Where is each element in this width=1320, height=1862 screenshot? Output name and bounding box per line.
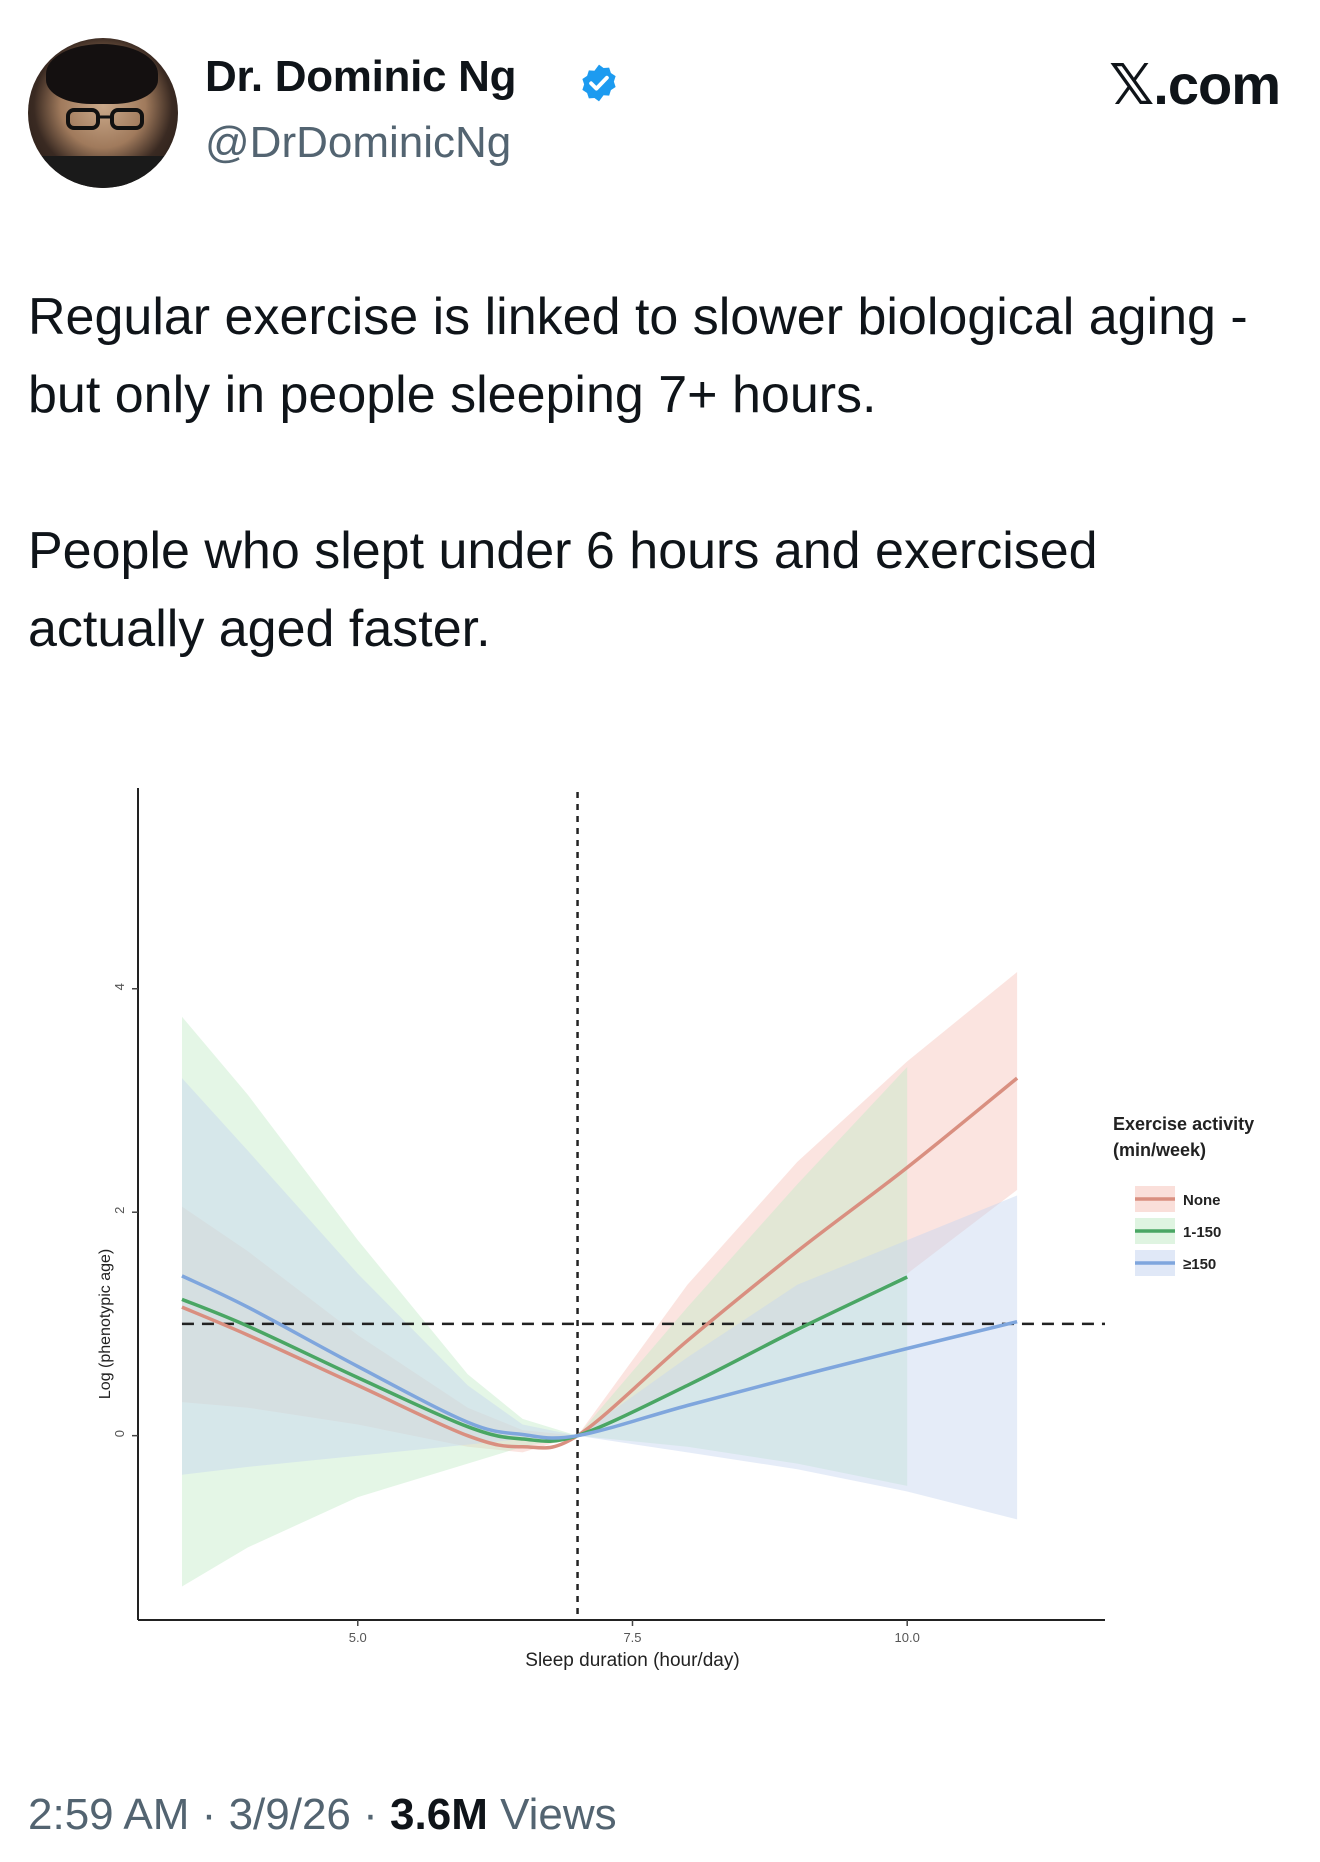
series-line-3 <box>181 1274 1018 1440</box>
legend-subtitle: (min/week) <box>1113 1140 1206 1160</box>
legend-label-1: None <box>1183 1192 1221 1209</box>
author-name[interactable]: Dr. Dominic Ng <box>205 52 517 101</box>
separator: · <box>201 1790 217 1839</box>
author-handle[interactable]: @DrDominicNg <box>205 118 512 167</box>
avatar-glasses <box>66 108 144 130</box>
confidence-bands <box>182 972 1018 1587</box>
views-label: Views <box>500 1790 617 1839</box>
series-lines <box>181 1076 1019 1450</box>
x-tick-label: 10.0 <box>895 1630 920 1645</box>
legend-label-2: 1-150 <box>1183 1224 1221 1241</box>
series-line-2 <box>181 1275 908 1443</box>
tweet-time[interactable]: 2:59 AM <box>28 1790 190 1839</box>
x-tick-label: 7.5 <box>623 1630 641 1645</box>
verified-badge-icon <box>582 64 616 102</box>
tweet-paragraph: Regular exercise is linked to slower bio… <box>28 288 1248 424</box>
tweet-meta: 2:59 AM · 3/9/26 · 3.6M Views <box>28 1790 617 1840</box>
tweet-date[interactable]: 3/9/26 <box>228 1790 351 1839</box>
chart-legend: Exercise activity (min/week) None 1-150 ≥150 <box>1113 1114 1254 1276</box>
y-tick-label: 0 <box>112 1430 127 1437</box>
tweet-text: Regular exercise is linked to slower bio… <box>28 278 1278 668</box>
reference-lines <box>181 792 1105 1620</box>
chart-image[interactable]: 0 2 4 5.0 7.5 10.0 Sleep duration (hour/day) Lo… <box>0 780 1320 1700</box>
ci-band-3 <box>182 1078 1018 1520</box>
avatar-hair <box>46 44 158 104</box>
avatar-shirt <box>28 156 178 188</box>
avatar[interactable] <box>28 38 178 188</box>
legend-title: Exercise activity <box>1113 1114 1254 1134</box>
legend-label-3: ≥150 <box>1183 1256 1216 1273</box>
chart-axes: 0 2 4 5.0 7.5 10.0 Sleep duration (hour/day) Lo… <box>97 788 1105 1671</box>
y-tick-label: 4 <box>112 983 127 990</box>
x-axis-title: Sleep duration (hour/day) <box>525 1650 739 1671</box>
views-count[interactable]: 3.6M <box>390 1790 488 1839</box>
y-tick-label: 2 <box>112 1207 127 1214</box>
ci-band-2 <box>182 1016 908 1587</box>
tweet-paragraph: People who slept under 6 hours and exerc… <box>28 522 1098 658</box>
y-axis-title: Log (phenotypic age) <box>97 1249 114 1399</box>
x-logo[interactable]: 𝕏.com <box>1109 53 1281 116</box>
separator: · <box>363 1790 378 1839</box>
x-tick-label: 5.0 <box>349 1630 367 1645</box>
